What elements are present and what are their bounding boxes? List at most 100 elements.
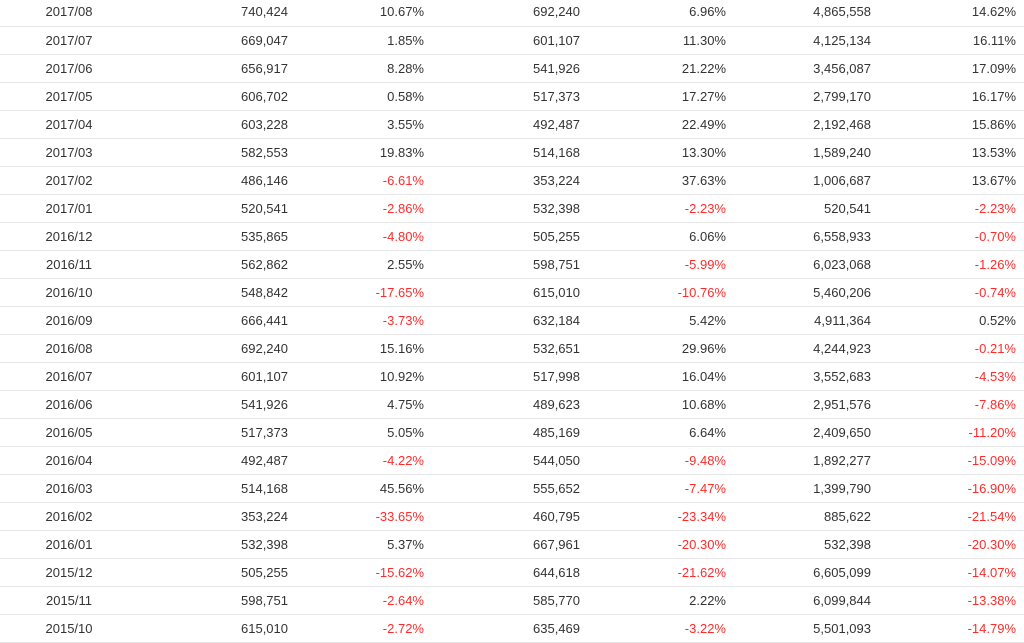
cumulative-change-cell: 14.62%	[874, 0, 1024, 27]
table-row: 2015/11 598,751 -2.64% 585,770 2.22% 6,099,84…	[0, 586, 1024, 615]
change-cell: -17.65%	[290, 278, 436, 307]
table-row: 2017/01 520,541 -2.86% 532,398 -2.23% 520,541…	[0, 194, 1024, 223]
table-row: 2016/08 692,240 15.16% 532,651 29.96% 4,244,9…	[0, 334, 1024, 363]
prior-value-cell: 485,169	[436, 418, 582, 447]
cumulative-cell: 6,558,933	[728, 222, 874, 251]
date-cell: 2016/02	[0, 502, 138, 531]
prior-value-cell: 585,770	[436, 586, 582, 615]
date-cell: 2016/10	[0, 278, 138, 307]
cumulative-cell: 4,865,558	[728, 0, 874, 27]
cumulative-cell: 520,541	[728, 194, 874, 223]
change-cell: -4.22%	[290, 446, 436, 475]
value-cell: 517,373	[138, 418, 290, 447]
cumulative-change-cell: -2.23%	[874, 194, 1024, 223]
cumulative-change-cell: -0.70%	[874, 222, 1024, 251]
prior-value-cell: 517,373	[436, 82, 582, 111]
change-cell: 19.83%	[290, 138, 436, 167]
cumulative-change-cell: 13.53%	[874, 138, 1024, 167]
change-cell: -6.61%	[290, 166, 436, 195]
table-row: 2016/12 535,865 -4.80% 505,255 6.06% 6,558,93…	[0, 222, 1024, 251]
value-cell: 562,862	[138, 250, 290, 279]
yoy-change-cell: 6.96%	[582, 0, 728, 27]
change-cell: 5.37%	[290, 530, 436, 559]
cumulative-cell: 2,409,650	[728, 418, 874, 447]
table-row: 2016/01 532,398 5.37% 667,961 -20.30% 532,398…	[0, 530, 1024, 559]
value-cell: 615,010	[138, 614, 290, 643]
prior-value-cell: 532,651	[436, 334, 582, 363]
change-cell: 1.85%	[290, 26, 436, 55]
cumulative-change-cell: -11.20%	[874, 418, 1024, 447]
yoy-change-cell: 16.04%	[582, 362, 728, 391]
cumulative-change-cell: 16.17%	[874, 82, 1024, 111]
prior-value-cell: 555,652	[436, 474, 582, 503]
change-cell: -15.62%	[290, 558, 436, 587]
change-cell: 2.55%	[290, 250, 436, 279]
date-cell: 2016/06	[0, 390, 138, 419]
prior-value-cell: 601,107	[436, 26, 582, 55]
value-cell: 740,424	[138, 0, 290, 27]
cumulative-cell: 532,398	[728, 530, 874, 559]
value-cell: 353,224	[138, 502, 290, 531]
date-cell: 2017/03	[0, 138, 138, 167]
date-cell: 2016/07	[0, 362, 138, 391]
yoy-change-cell: 37.63%	[582, 166, 728, 195]
cumulative-cell: 2,192,468	[728, 110, 874, 139]
cumulative-cell: 3,456,087	[728, 54, 874, 83]
change-cell: -2.86%	[290, 194, 436, 223]
change-cell: -3.73%	[290, 306, 436, 335]
cumulative-cell: 2,951,576	[728, 390, 874, 419]
prior-value-cell: 460,795	[436, 502, 582, 531]
cumulative-cell: 1,892,277	[728, 446, 874, 475]
prior-value-cell: 667,961	[436, 530, 582, 559]
yoy-change-cell: 29.96%	[582, 334, 728, 363]
cumulative-cell: 1,589,240	[728, 138, 874, 167]
cumulative-change-cell: -14.07%	[874, 558, 1024, 587]
table-row: 2015/12 505,255 -15.62% 644,618 -21.62% 6,605…	[0, 558, 1024, 587]
value-cell: 532,398	[138, 530, 290, 559]
prior-value-cell: 541,926	[436, 54, 582, 83]
date-cell: 2017/04	[0, 110, 138, 139]
value-cell: 535,865	[138, 222, 290, 251]
cumulative-change-cell: -7.86%	[874, 390, 1024, 419]
yoy-change-cell: 6.64%	[582, 418, 728, 447]
yoy-change-cell: 21.22%	[582, 54, 728, 83]
yoy-change-cell: -20.30%	[582, 530, 728, 559]
value-cell: 656,917	[138, 54, 290, 83]
yoy-change-cell: 10.68%	[582, 390, 728, 419]
value-cell: 505,255	[138, 558, 290, 587]
cumulative-change-cell: -0.21%	[874, 334, 1024, 363]
cumulative-change-cell: -16.90%	[874, 474, 1024, 503]
table-row: 2016/03 514,168 45.56% 555,652 -7.47% 1,399,7…	[0, 474, 1024, 503]
prior-value-cell: 544,050	[436, 446, 582, 475]
yoy-change-cell: -9.48%	[582, 446, 728, 475]
prior-value-cell: 635,469	[436, 614, 582, 643]
date-cell: 2015/10	[0, 614, 138, 643]
change-cell: 8.28%	[290, 54, 436, 83]
prior-value-cell: 644,618	[436, 558, 582, 587]
table-row: 2017/08 740,424 10.67% 692,240 6.96% 4,865,55…	[0, 0, 1024, 27]
value-cell: 520,541	[138, 194, 290, 223]
date-cell: 2017/05	[0, 82, 138, 111]
date-cell: 2017/01	[0, 194, 138, 223]
yoy-change-cell: -2.23%	[582, 194, 728, 223]
change-cell: 45.56%	[290, 474, 436, 503]
change-cell: 0.58%	[290, 82, 436, 111]
value-cell: 692,240	[138, 334, 290, 363]
change-cell: -2.72%	[290, 614, 436, 643]
yoy-change-cell: 13.30%	[582, 138, 728, 167]
value-cell: 603,228	[138, 110, 290, 139]
value-cell: 606,702	[138, 82, 290, 111]
cumulative-change-cell: -15.09%	[874, 446, 1024, 475]
change-cell: 5.05%	[290, 418, 436, 447]
date-cell: 2017/08	[0, 0, 138, 27]
cumulative-change-cell: 17.09%	[874, 54, 1024, 83]
yoy-change-cell: 17.27%	[582, 82, 728, 111]
date-cell: 2016/12	[0, 222, 138, 251]
prior-value-cell: 598,751	[436, 250, 582, 279]
table-row: 2015/10 615,010 -2.72% 635,469 -3.22% 5,501,0…	[0, 614, 1024, 643]
cumulative-cell: 4,244,923	[728, 334, 874, 363]
date-cell: 2015/12	[0, 558, 138, 587]
prior-value-cell: 489,623	[436, 390, 582, 419]
